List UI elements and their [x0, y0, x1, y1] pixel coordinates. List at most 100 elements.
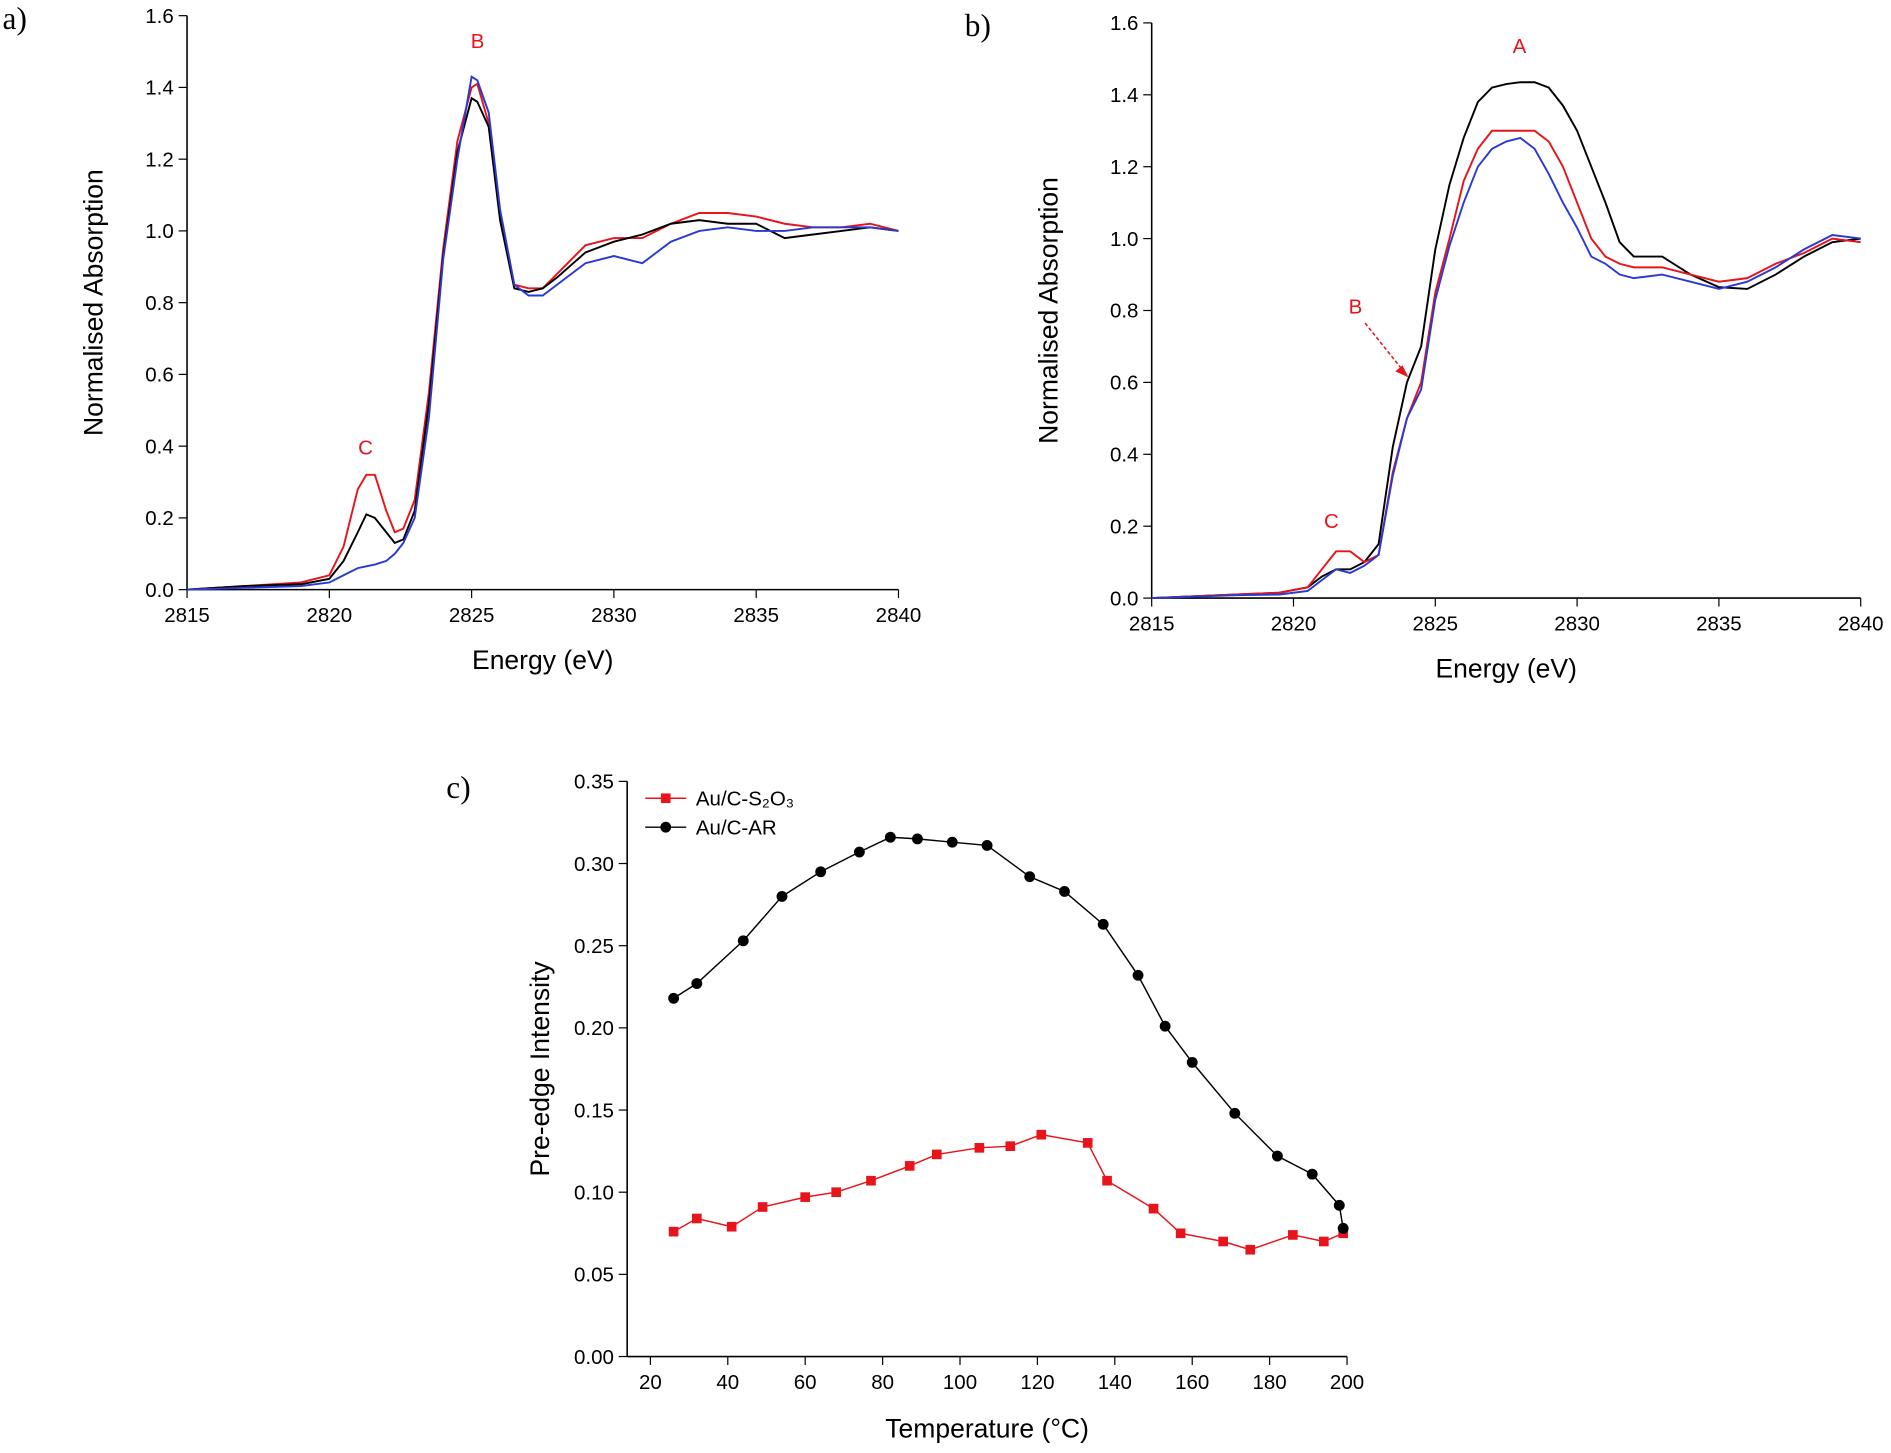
annotation-arrowhead	[1395, 365, 1409, 378]
marker	[1229, 1107, 1241, 1119]
panel-label: b)	[965, 8, 991, 43]
marker	[974, 1143, 985, 1153]
x-tick-label: 2840	[1838, 613, 1884, 636]
y-tick-label: 0.2	[145, 507, 173, 530]
marker	[981, 840, 993, 851]
annotation: C	[1324, 510, 1339, 533]
series-line	[187, 75, 899, 591]
legend-label: Au/C-AR	[696, 816, 777, 839]
marker	[1005, 1141, 1016, 1152]
x-tick-label: 20	[639, 1371, 662, 1394]
y-tick-label: 1.4	[145, 77, 173, 100]
x-tick-label: 40	[716, 1371, 739, 1394]
chart-panel: b) 2815 2820 2825 2830 2835 2840 0.0 0.2 0.4 0.6 0.…	[965, 8, 1884, 683]
marker	[757, 1202, 768, 1212]
x-tick-label: 2840	[876, 604, 922, 627]
x-tick-label: 2830	[1554, 613, 1600, 636]
x-axis-title: Temperature (°C)	[885, 1413, 1089, 1443]
series-line	[1151, 136, 1861, 600]
series-line	[186, 82, 899, 591]
y-tick-label: 0.20	[574, 1017, 614, 1040]
x-tick-label: 2815	[1129, 613, 1175, 636]
x-axis-title: Energy (eV)	[472, 645, 613, 675]
marker	[931, 1149, 942, 1160]
x-tick-label: 2820	[307, 604, 353, 627]
legend-marker	[660, 821, 672, 833]
marker	[691, 978, 703, 989]
y-tick-label: 0.0	[145, 579, 173, 602]
series-line	[1151, 81, 1861, 600]
x-axis-title: Energy (eV)	[1435, 654, 1576, 684]
x-tick-label: 2830	[591, 604, 637, 627]
chart-panel: c) 20 40 60 80 100 120 140 160 180 200 0.00 0.05 0.10…	[446, 770, 1364, 1443]
y-axis-title: Pre-edge Intensity	[525, 961, 555, 1177]
y-tick-label: 1.6	[145, 5, 173, 28]
panel-label: c)	[446, 770, 470, 805]
marker	[726, 1221, 737, 1232]
marker	[776, 890, 788, 902]
y-tick-label: 0.00	[574, 1346, 614, 1369]
x-tick-label: 160	[1175, 1371, 1209, 1394]
y-axis-title: Normalised Absorption	[79, 169, 109, 436]
legend-marker	[660, 793, 671, 804]
x-tick-label: 100	[943, 1371, 977, 1394]
y-tick-label: 0.8	[145, 292, 173, 315]
x-tick-label: 2835	[1696, 613, 1742, 636]
marker	[692, 1213, 702, 1224]
marker	[737, 935, 749, 947]
marker	[1186, 1056, 1198, 1068]
x-tick-label: 120	[1020, 1371, 1054, 1394]
marker	[815, 866, 827, 878]
marker	[1288, 1230, 1298, 1240]
y-tick-label: 0.10	[574, 1181, 614, 1204]
marker	[1218, 1236, 1229, 1247]
marker	[1132, 969, 1144, 981]
y-tick-label: 0.4	[145, 435, 173, 458]
x-tick-label: 2825	[1413, 613, 1459, 636]
y-tick-label: 0.30	[574, 853, 614, 876]
x-tick-label: 200	[1330, 1371, 1364, 1394]
marker	[1024, 871, 1036, 883]
marker	[1333, 1199, 1345, 1211]
marker	[1175, 1228, 1186, 1239]
y-tick-label: 0.6	[1110, 372, 1138, 395]
marker	[1271, 1150, 1283, 1162]
marker	[1245, 1244, 1256, 1255]
annotation: B	[471, 30, 485, 53]
y-tick-label: 1.4	[1110, 84, 1138, 107]
annotation-arrow	[1364, 322, 1405, 372]
x-tick-label: 140	[1098, 1371, 1132, 1394]
x-tick-label: 2825	[449, 604, 495, 627]
y-tick-label: 0.6	[145, 364, 173, 387]
x-tick-label: 2835	[733, 604, 779, 627]
x-tick-label: 180	[1253, 1371, 1287, 1394]
marker	[1306, 1168, 1318, 1180]
x-tick-label: 2815	[164, 604, 210, 627]
marker	[1159, 1020, 1171, 1032]
y-tick-label: 1.0	[145, 220, 173, 243]
y-tick-label: 0.4	[1110, 444, 1138, 467]
marker	[668, 1226, 679, 1237]
marker	[1036, 1129, 1047, 1140]
marker	[1059, 886, 1070, 897]
marker	[800, 1192, 811, 1202]
y-tick-label: 1.2	[145, 148, 173, 171]
marker	[1097, 918, 1109, 930]
marker	[866, 1175, 876, 1186]
y-tick-label: 0.8	[1110, 300, 1138, 323]
marker	[1318, 1236, 1329, 1247]
y-tick-label: 0.25	[574, 935, 614, 958]
series-line	[673, 1133, 1344, 1251]
marker	[912, 833, 923, 845]
annotation: A	[1513, 35, 1527, 58]
series-line	[186, 96, 899, 591]
y-tick-label: 0.2	[1110, 515, 1138, 538]
marker	[904, 1161, 915, 1171]
marker	[1148, 1203, 1159, 1214]
y-tick-label: 0.0	[1110, 587, 1138, 610]
marker	[1082, 1138, 1093, 1148]
marker	[853, 846, 865, 858]
y-tick-label: 0.15	[574, 1099, 614, 1122]
